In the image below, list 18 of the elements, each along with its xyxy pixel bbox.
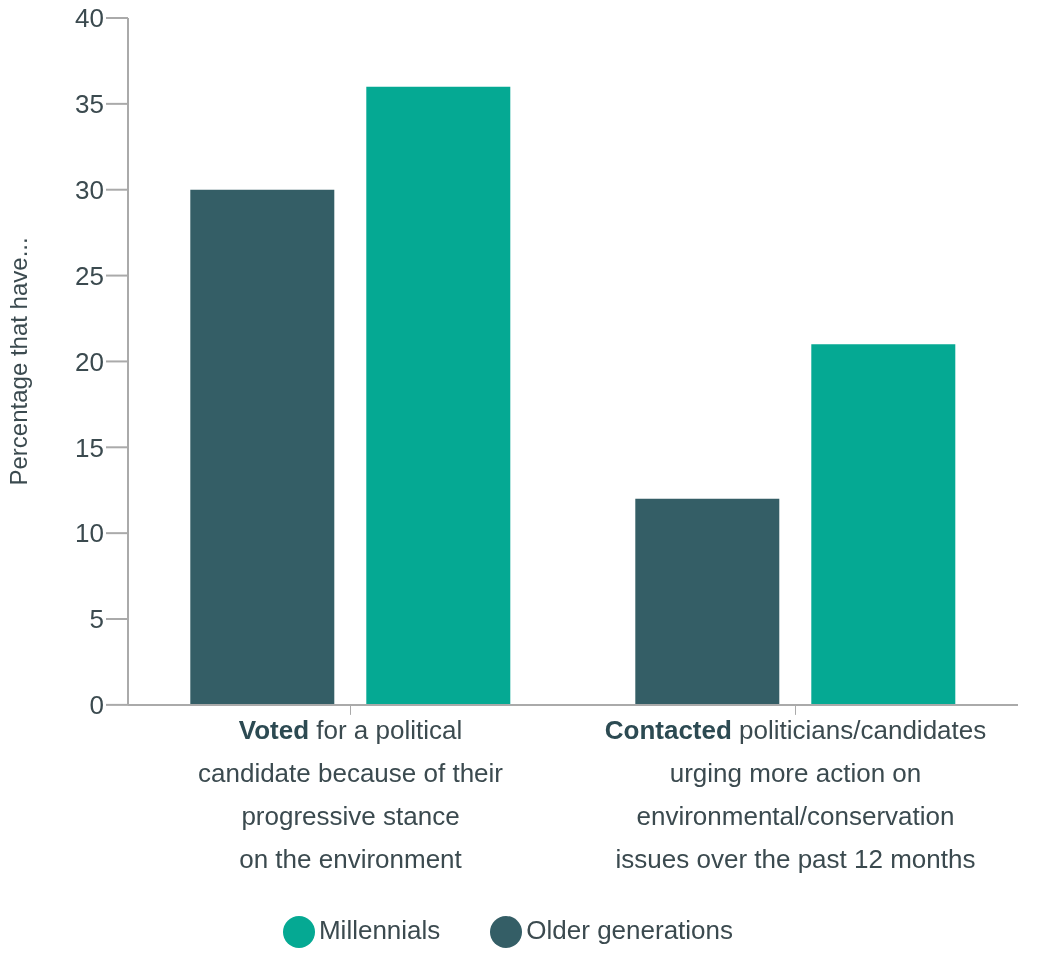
y-tick-label: 20 [75,346,104,377]
y-axis-title: Percentage that have... [4,237,32,486]
bar [811,344,956,705]
y-tick-label: 0 [89,690,104,721]
y-tick-label: 5 [89,604,104,635]
bar [190,189,335,705]
x-tick-label: Voted for a political candidate because of their progressive stance on the environment [198,714,504,874]
bar [635,498,780,705]
y-tick-label: 25 [75,260,104,291]
y-tick-label: 40 [75,3,104,34]
legend-label: Older generations [526,914,734,945]
x-tick-label: Contacted politicians/candidates urging more action on environmental/conservation issues over the past 12 months [604,714,987,874]
y-tick-label: 10 [75,518,104,549]
bar [366,86,511,705]
y-tick-label: 15 [75,432,104,463]
y-tick-label: 30 [75,174,104,205]
y-tick-label: 35 [75,89,104,120]
legend-label: Millennials [318,914,441,945]
